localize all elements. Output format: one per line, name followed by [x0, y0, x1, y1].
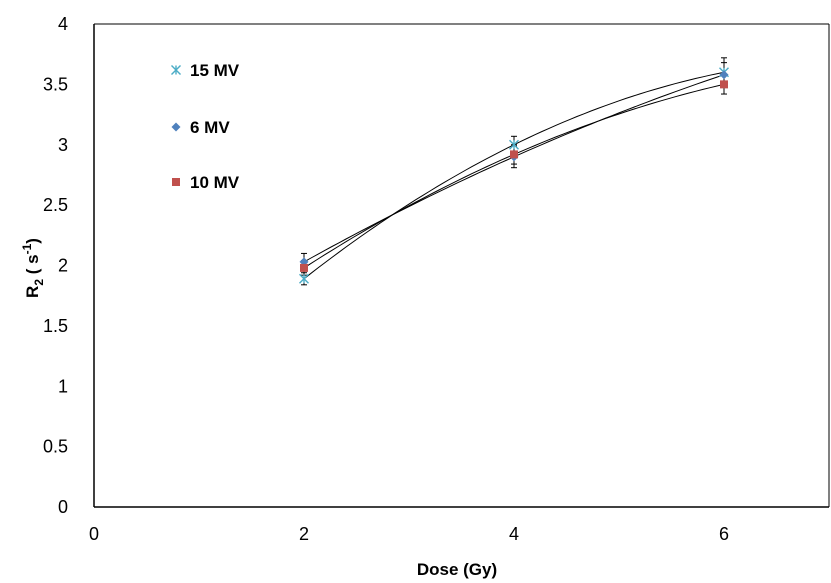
error-bars — [301, 57, 727, 286]
legend-label: 15 MV — [190, 61, 240, 80]
legend-label: 6 MV — [190, 118, 230, 137]
y-tick-label: 2.5 — [43, 195, 68, 215]
data-point — [509, 139, 519, 150]
legend-item: 6 MV — [171, 118, 230, 137]
legend-item: 10 MV — [172, 173, 240, 192]
legend-label: 10 MV — [190, 173, 240, 192]
y-axis-title-end: ) — [23, 238, 42, 244]
trendlines — [303, 71, 725, 280]
y-axis-title-sub: 2 — [32, 279, 46, 286]
trendline — [303, 74, 725, 263]
data-point — [299, 273, 309, 284]
data-point — [720, 80, 728, 89]
x-axis-title: Dose (Gy) — [417, 560, 497, 579]
y-axis-title-mid: ( s — [23, 254, 42, 279]
axes — [93, 23, 830, 508]
x-tick-label: 2 — [299, 524, 309, 544]
y-tick-label: 4 — [58, 14, 68, 34]
x-tick-label: 0 — [89, 524, 99, 544]
trendline — [303, 83, 725, 269]
y-tick-label: 0.5 — [43, 437, 68, 457]
y-tick-labels: 0 0.5 1 1.5 2 2.5 3 3.5 4 — [43, 14, 68, 517]
data-point — [300, 263, 308, 272]
x-tick-labels: 0 2 4 6 — [89, 524, 729, 544]
legend-marker — [172, 178, 180, 186]
data-points — [299, 67, 729, 284]
y-tick-label: 1.5 — [43, 316, 68, 336]
y-tick-label: 3 — [58, 135, 68, 155]
y-axis-title-sup: -1 — [20, 243, 34, 254]
legend-marker — [171, 65, 181, 75]
legend-item: 15 MV — [171, 61, 240, 80]
x-tick-label: 6 — [719, 524, 729, 544]
data-point — [510, 150, 518, 159]
y-tick-label: 3.5 — [43, 74, 68, 94]
trendline — [303, 71, 725, 280]
legend-marker — [171, 122, 181, 132]
x-tick-label: 4 — [509, 524, 519, 544]
legend: 15 MV 6 MV 10 MV — [171, 61, 240, 192]
y-axis-title-main: R — [23, 286, 42, 298]
y-axis-title: R2 ( s-1) — [20, 238, 46, 298]
data-point — [719, 70, 729, 80]
y-tick-label: 0 — [58, 497, 68, 517]
y-tick-label: 2 — [58, 256, 68, 276]
y-tick-label: 1 — [58, 376, 68, 396]
